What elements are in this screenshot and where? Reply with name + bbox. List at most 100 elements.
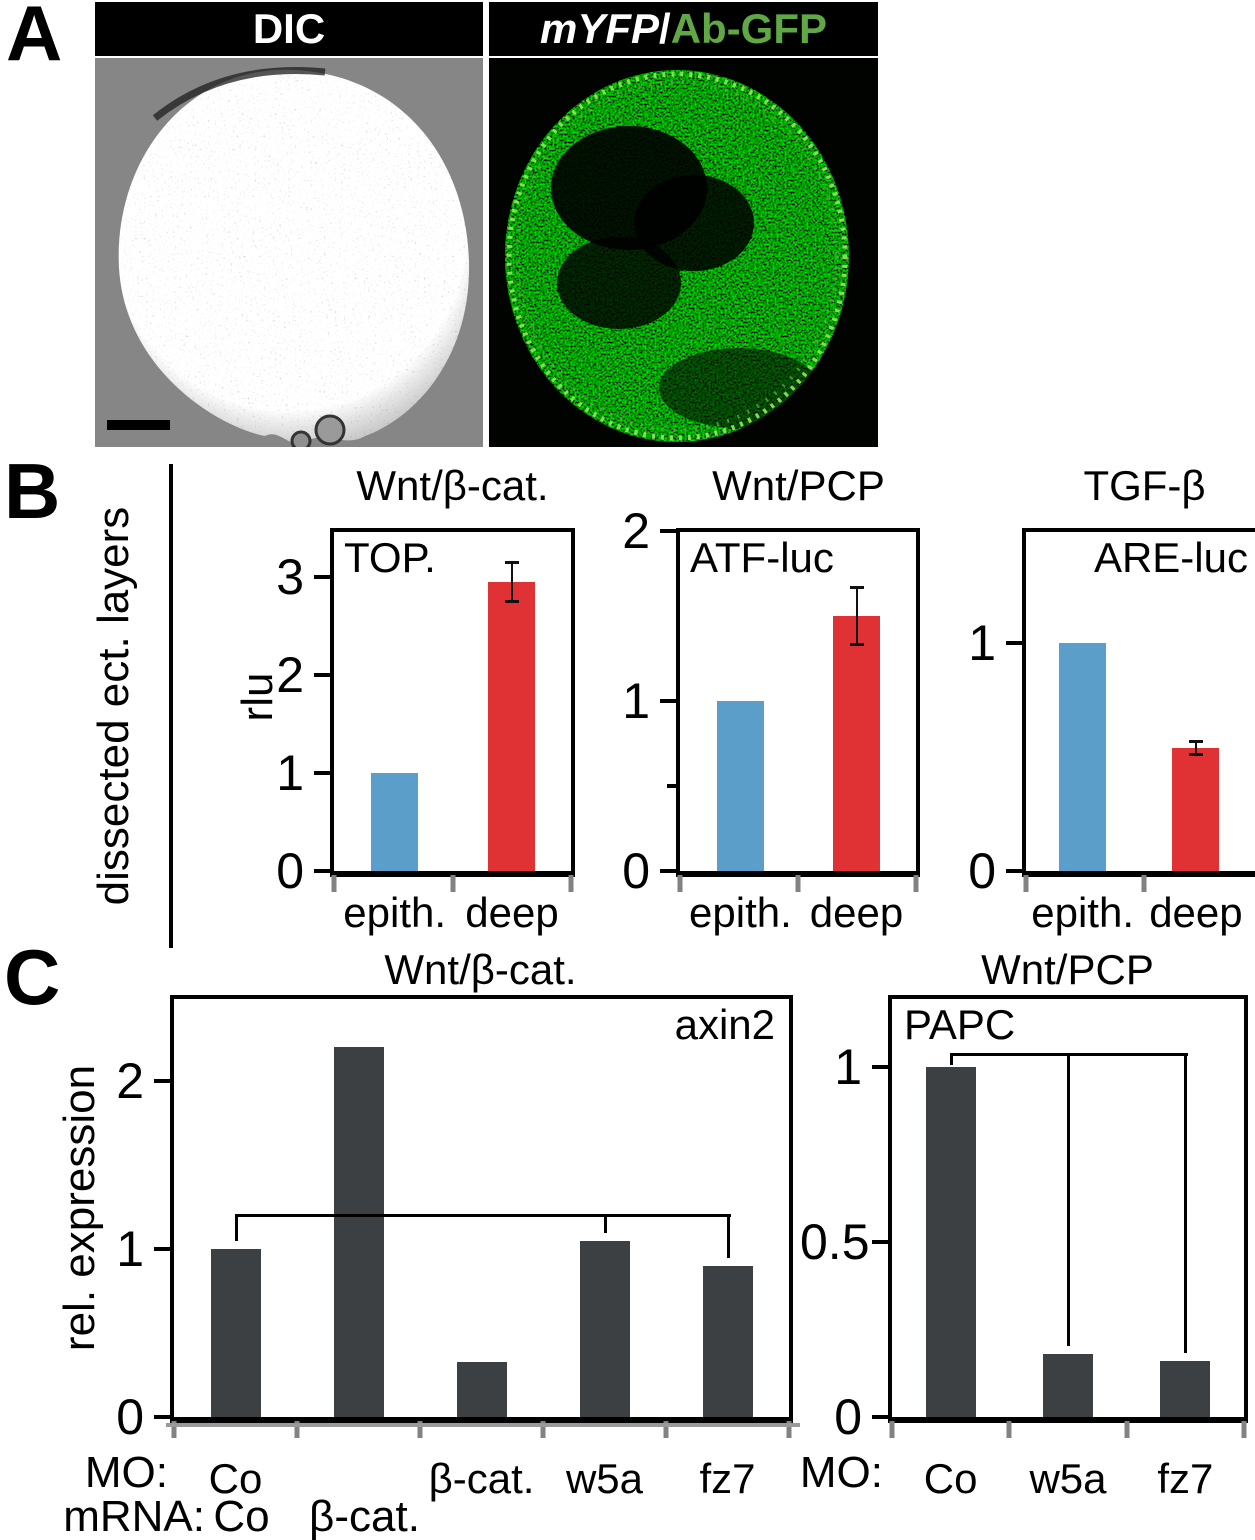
- dic-image-header: DIC: [95, 2, 483, 56]
- y-tick-label: 0: [622, 843, 650, 899]
- x-category-label: Co: [923, 1455, 978, 1502]
- x-tick: [540, 1421, 546, 1438]
- gfp-rim: [506, 71, 848, 441]
- bar-fz7: [1160, 1361, 1211, 1417]
- bar-fz7: [702, 1265, 753, 1417]
- error-bar-cap: [849, 586, 864, 590]
- y-tick-label: 2: [622, 503, 650, 559]
- x-category-label: fz7: [1157, 1455, 1214, 1502]
- y-tick-label: 2: [116, 1053, 144, 1109]
- mrna-label: β-cat.: [309, 1492, 420, 1540]
- x-category-label: w5a: [1029, 1455, 1107, 1502]
- bar-w5a: [579, 1240, 630, 1417]
- y-tick: [154, 1247, 170, 1251]
- x-category-label: epith.: [1031, 889, 1134, 936]
- error-bar: [510, 562, 513, 602]
- x-tick: [1241, 1421, 1247, 1438]
- y-minor-tick: [667, 784, 676, 788]
- y-tick: [872, 1240, 888, 1244]
- chart-b3-inner-label: ARE-luc: [1093, 534, 1248, 581]
- significance-bracket-drop: [234, 1213, 238, 1241]
- bar-epith.: [371, 773, 419, 871]
- chart-c2-plot: PAPC 0 0.5 1 Co w5a fz7: [800, 995, 1248, 1502]
- ab-gfp-label: Ab-GFP: [670, 5, 827, 52]
- fluorescence-image-header: mYFP / Ab-GFP: [489, 2, 878, 56]
- x-category-label: epith.: [343, 889, 447, 936]
- y-tick-label: 3: [276, 549, 304, 605]
- chart-b2-title: Wnt/PCP: [712, 462, 885, 509]
- y-tick-label: 1: [276, 745, 304, 801]
- error-bar-cap: [1188, 740, 1203, 744]
- x-tick: [294, 1421, 300, 1438]
- chart-b3-plot: ARE-luc 0 1 epith. deep: [968, 528, 1255, 936]
- y-tick: [660, 529, 676, 533]
- x-tick: [568, 875, 574, 892]
- panel-c-letter: C: [4, 933, 61, 1021]
- scale-bar: [107, 420, 170, 430]
- x-tick: [331, 875, 337, 892]
- y-tick: [660, 869, 676, 873]
- significance-bracket-drop: [726, 1213, 730, 1258]
- y-tick: [154, 1415, 170, 1419]
- chart-b2-inner-label: ATF-luc: [690, 534, 834, 581]
- y-tick: [314, 869, 330, 873]
- y-tick-label: 0: [276, 843, 304, 899]
- error-bar-cap: [504, 561, 519, 565]
- x-tick: [677, 875, 683, 892]
- y-tick-label: 2: [276, 647, 304, 703]
- bar-series1: [333, 1047, 384, 1417]
- bar-epith.: [1059, 643, 1107, 871]
- x-tick: [450, 875, 455, 892]
- bar-w5a: [1043, 1354, 1093, 1417]
- error-bar-cap: [1188, 752, 1203, 756]
- y-tick: [314, 673, 330, 677]
- x-tick: [786, 1421, 792, 1438]
- chart-c1-plot: axin2 0 1 2 Co β-cat. w5a fz7: [116, 995, 793, 1502]
- x-category-label: fz7: [699, 1455, 756, 1502]
- c1-mo-prefix: MO:: [84, 1448, 168, 1497]
- x-tick: [795, 875, 801, 892]
- x-tick: [171, 1421, 177, 1438]
- x-tick: [1141, 875, 1147, 892]
- y-tick-label: 0.5: [800, 1214, 870, 1270]
- bar-deep: [488, 581, 536, 871]
- myfp-label: mYFP: [539, 5, 660, 52]
- chart-b2-plot: ATF-luc 0 1 2 epith. deep: [622, 503, 920, 936]
- x-tick: [1006, 1421, 1012, 1438]
- fluorescence-micrograph-image: [489, 58, 878, 447]
- chart-c2-inner-label: PAPC: [904, 1001, 1016, 1048]
- c1-mrna-prefix: mRNA:: [63, 1492, 205, 1540]
- x-tick: [663, 1421, 669, 1438]
- y-tick: [660, 699, 676, 703]
- y-tick: [872, 1415, 888, 1419]
- bar-epith.: [716, 701, 764, 871]
- bar-Co: [925, 1067, 976, 1417]
- y-tick-label: 0: [968, 843, 996, 899]
- fluorescence-micrograph: [489, 58, 878, 447]
- x-tick: [417, 1421, 423, 1438]
- x-category-label: deep: [809, 889, 904, 936]
- chart-c1-axis-shadow: [166, 1423, 800, 1427]
- panel-b-divider: [169, 464, 173, 948]
- x-category-label: β-cat.: [428, 1455, 535, 1502]
- significance-bracket-drop: [603, 1213, 607, 1233]
- y-tick-label: 1: [622, 673, 650, 729]
- y-tick: [872, 1065, 888, 1069]
- y-tick-label: 1: [834, 1039, 862, 1095]
- significance-bracket-drop: [949, 1053, 953, 1065]
- x-tick: [1023, 875, 1029, 892]
- x-tick: [913, 875, 919, 892]
- x-tick: [889, 1421, 895, 1438]
- y-tick: [314, 575, 330, 579]
- chart-c1-inner-label: axin2: [674, 1001, 775, 1048]
- x-tick: [1124, 1421, 1130, 1438]
- panel-b-side-label: dissected ect. layers: [89, 506, 138, 906]
- bar-β-cat.: [456, 1361, 507, 1417]
- chart-b3-title: TGF-β: [1083, 462, 1206, 509]
- y-tick: [314, 771, 330, 775]
- y-tick-label: 0: [834, 1389, 862, 1445]
- x-category-label: w5a: [565, 1455, 644, 1502]
- error-bar-cap: [849, 642, 864, 646]
- header-separator: /: [659, 5, 671, 52]
